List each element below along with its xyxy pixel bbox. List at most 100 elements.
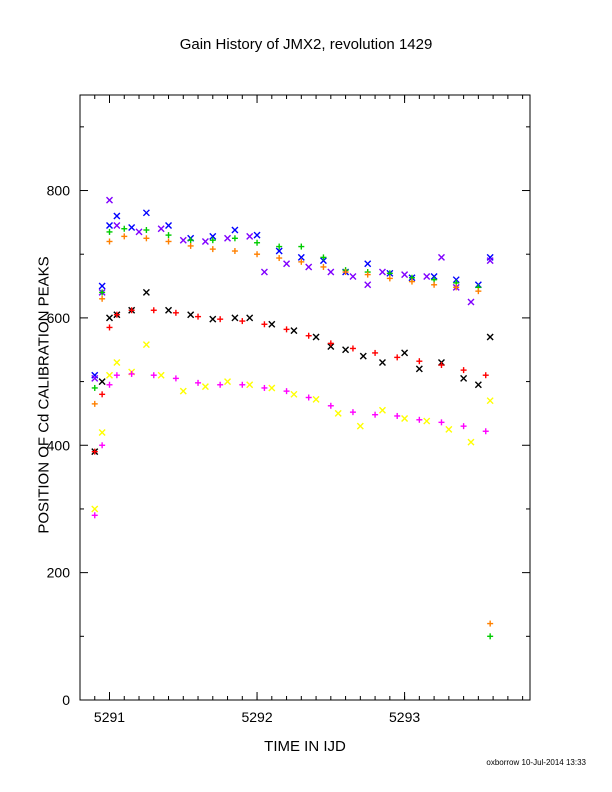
- data-point: [106, 238, 113, 245]
- data-point: [99, 442, 106, 449]
- data-point: [209, 246, 216, 253]
- data-point-stroke: [106, 222, 114, 230]
- data-point: [453, 284, 460, 291]
- data-point: [157, 371, 165, 379]
- data-point-stroke: [452, 276, 460, 284]
- data-point: [91, 448, 98, 455]
- data-point: [487, 633, 494, 640]
- data-point: [91, 505, 99, 513]
- x-tick-label: 5291: [94, 709, 125, 725]
- data-point: [482, 428, 489, 435]
- series-2: [91, 225, 494, 640]
- data-point: [460, 374, 468, 382]
- data-point: [121, 233, 128, 240]
- data-point-stroke: [364, 260, 372, 268]
- data-point-stroke: [312, 395, 320, 403]
- data-point-stroke: [290, 390, 298, 398]
- data-point: [460, 367, 467, 374]
- data-point-stroke: [231, 314, 239, 322]
- data-point: [209, 232, 217, 240]
- data-point: [179, 387, 187, 395]
- data-point: [423, 273, 431, 280]
- data-point: [231, 235, 238, 242]
- data-point: [290, 327, 298, 335]
- data-point-stroke: [378, 406, 386, 414]
- data-point: [239, 318, 246, 325]
- data-point-stroke: [113, 358, 121, 366]
- data-point-stroke: [224, 378, 232, 386]
- data-point-stroke: [165, 222, 173, 230]
- data-point: [327, 343, 335, 351]
- y-tick-label: 200: [47, 565, 71, 581]
- data-point: [99, 295, 106, 302]
- data-point: [231, 314, 239, 322]
- data-point: [106, 371, 114, 379]
- data-point: [283, 260, 291, 268]
- data-point-stroke: [209, 315, 217, 323]
- data-point: [98, 378, 106, 386]
- data-point: [217, 381, 224, 388]
- data-point: [359, 352, 367, 360]
- data-point-stroke: [430, 273, 438, 280]
- data-point: [431, 276, 438, 283]
- data-point-stroke: [467, 298, 475, 306]
- data-point: [386, 275, 393, 282]
- data-point: [327, 340, 334, 347]
- data-point-stroke: [401, 349, 409, 357]
- data-point: [415, 365, 423, 373]
- data-point-stroke: [179, 236, 187, 244]
- data-point-stroke: [423, 273, 431, 280]
- data-point: [298, 243, 305, 250]
- data-point: [187, 242, 194, 249]
- data-point: [165, 232, 172, 239]
- data-point-stroke: [334, 409, 342, 417]
- data-point: [150, 307, 157, 314]
- data-point-stroke: [486, 333, 494, 341]
- data-point-stroke: [157, 225, 165, 233]
- data-point: [91, 371, 99, 379]
- plot-frame: [79, 94, 531, 701]
- data-point: [150, 372, 157, 379]
- data-point: [475, 288, 482, 295]
- data-point-stroke: [165, 306, 173, 314]
- data-point: [372, 411, 379, 418]
- data-point-stroke: [91, 505, 99, 513]
- data-point-stroke: [401, 415, 409, 423]
- data-point: [452, 276, 460, 284]
- data-point: [349, 345, 356, 352]
- data-point: [172, 309, 179, 316]
- data-point: [217, 316, 224, 323]
- data-point-stroke: [364, 281, 372, 289]
- data-point: [246, 232, 254, 240]
- data-point-stroke: [268, 320, 276, 328]
- data-point-stroke: [106, 314, 114, 322]
- data-point: [224, 234, 232, 242]
- data-point-stroke: [423, 417, 431, 425]
- footer-stamp: oxborrow 10-Jul-2014 13:33: [486, 758, 586, 767]
- data-point: [224, 378, 232, 386]
- x-tick-label: 5293: [389, 709, 420, 725]
- data-point: [356, 422, 364, 430]
- data-point: [349, 273, 357, 280]
- data-point: [319, 257, 327, 265]
- data-point: [401, 349, 409, 357]
- data-point: [364, 260, 372, 268]
- data-point: [98, 282, 106, 290]
- data-point: [113, 212, 121, 220]
- data-point: [165, 222, 173, 230]
- series-6: [91, 341, 494, 513]
- data-point: [91, 384, 98, 391]
- data-point-stroke: [312, 333, 320, 341]
- data-point-stroke: [246, 314, 254, 322]
- data-point: [423, 417, 431, 425]
- data-point: [99, 289, 106, 296]
- data-point-stroke: [486, 257, 494, 265]
- data-point: [276, 255, 283, 262]
- axis-ticks: 0 200 400 600 800 5291 5292 5293: [47, 95, 530, 725]
- data-point-stroke: [91, 374, 99, 382]
- data-point-stroke: [142, 209, 150, 217]
- data-point: [99, 391, 106, 398]
- data-point: [91, 374, 99, 382]
- data-point-stroke: [275, 247, 283, 255]
- data-point: [487, 620, 494, 627]
